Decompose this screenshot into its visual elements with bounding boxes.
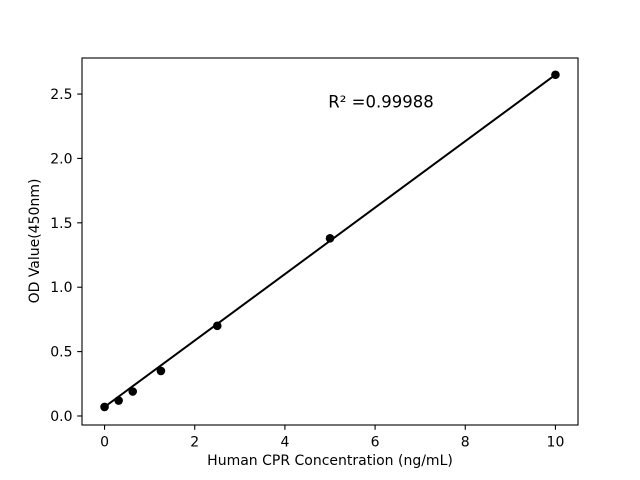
r-squared-annotation: R² =0.99988 bbox=[328, 92, 434, 112]
y-tick-label: 2.5 bbox=[50, 87, 72, 103]
plot-border bbox=[81, 57, 579, 426]
y-tick-label: 1.5 bbox=[50, 216, 72, 232]
x-tick-label: 2 bbox=[190, 435, 199, 451]
x-tick-label: 10 bbox=[547, 435, 565, 451]
y-tick-label: 0.0 bbox=[50, 409, 72, 425]
x-tick-label: 8 bbox=[461, 435, 470, 451]
x-tick-label: 4 bbox=[280, 435, 289, 451]
y-tick-label: 2.0 bbox=[50, 151, 72, 167]
data-point bbox=[100, 402, 109, 412]
y-tick-label: 1.0 bbox=[50, 280, 72, 296]
data-point bbox=[212, 321, 222, 331]
data-point bbox=[551, 70, 560, 80]
data-point bbox=[114, 396, 123, 405]
data-point bbox=[128, 387, 138, 396]
data-point bbox=[325, 233, 335, 243]
x-tick-label: 0 bbox=[100, 435, 109, 451]
data-point bbox=[156, 366, 166, 376]
x-tick-label: 6 bbox=[371, 435, 380, 451]
y-tick-label: 0.5 bbox=[50, 345, 72, 361]
x-axis-label: Human CPR Concentration (ng/mL) bbox=[207, 453, 453, 469]
y-axis-label: OD Value(450nm) bbox=[27, 178, 43, 304]
